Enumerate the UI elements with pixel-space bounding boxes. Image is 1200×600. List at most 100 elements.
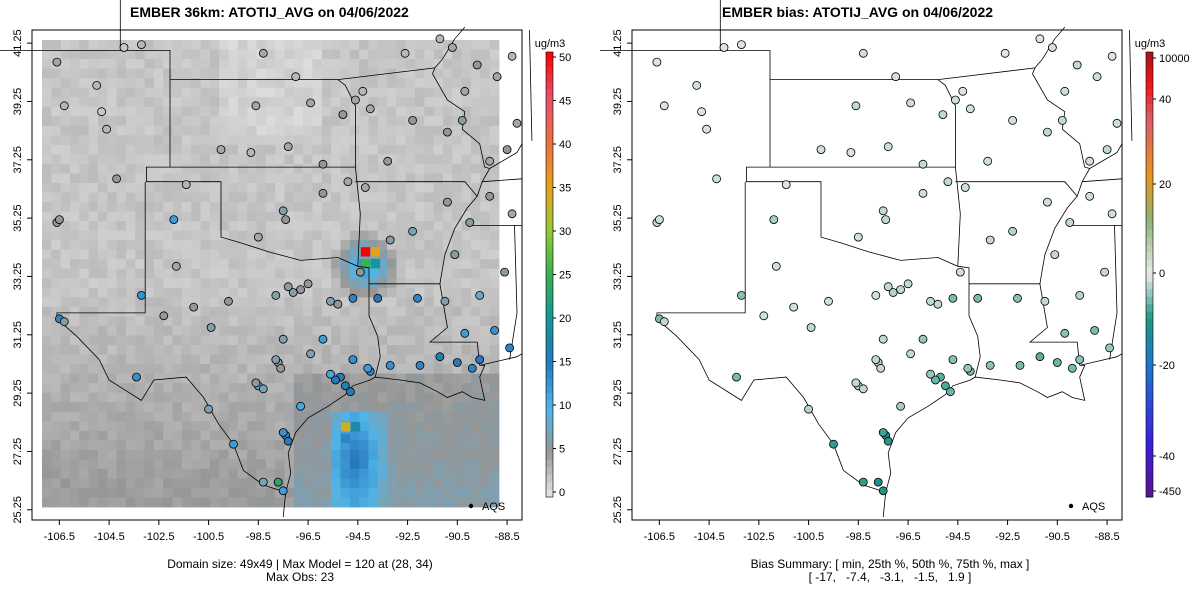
aqs-station	[906, 349, 916, 359]
colorbar-segment	[1146, 356, 1153, 364]
aqs-station	[858, 48, 868, 58]
aqs-station	[918, 188, 928, 198]
aqs-station	[507, 209, 517, 219]
x-tick-label: -98.5	[246, 531, 271, 543]
aqs-station	[816, 145, 826, 155]
colorbar-tick-label: 40	[1159, 94, 1171, 106]
aqs-station	[771, 261, 781, 271]
colorbar-tick-label: 50	[559, 52, 571, 64]
aqs-station	[933, 299, 943, 309]
aqs-station	[442, 197, 452, 207]
aqs-station	[948, 355, 958, 365]
colorbar-segment	[1146, 148, 1153, 157]
aqs-legend-label: AQS	[1082, 501, 1105, 513]
aqs-station	[769, 215, 779, 225]
aqs-station	[973, 293, 983, 303]
aqs-station	[851, 101, 861, 111]
aqs-station	[278, 486, 288, 496]
colorbar-segment	[546, 326, 553, 335]
colorbar-segment	[546, 296, 553, 305]
aqs-station	[204, 404, 214, 414]
border-line	[1032, 67, 1091, 197]
colorbar-segment	[1146, 66, 1153, 75]
aqs-station	[224, 296, 233, 306]
bias-map: -106.5 -104.5 -102.5 -100.5 -98.5 -96.5 -94.5 -…	[600, 0, 1190, 543]
colorbar-segment	[546, 66, 553, 75]
colorbar-tick-label: 20	[1159, 179, 1171, 191]
aqs-station	[112, 174, 121, 184]
aqs-station	[440, 296, 450, 306]
colorbar-segment	[546, 163, 553, 172]
colorbar-segment	[1146, 111, 1153, 120]
aqs-station	[306, 98, 316, 108]
aqs-station	[891, 72, 901, 82]
aqs-station	[360, 183, 370, 192]
x-tick-label: -96.5	[296, 531, 321, 543]
aqs-station	[472, 60, 482, 70]
colorbar-segment	[546, 356, 553, 364]
aqs-station	[318, 334, 328, 344]
aqs-station	[712, 174, 721, 184]
colorbar-segment	[546, 341, 553, 350]
aqs-station	[652, 57, 662, 67]
colorbar-segment	[1146, 59, 1153, 68]
border-line	[489, 143, 523, 169]
aqs-station	[926, 296, 935, 306]
colorbar-segment	[546, 59, 553, 68]
colorbar-segment	[1146, 385, 1153, 394]
colorbar-segment	[546, 111, 553, 120]
aqs-station	[408, 116, 418, 125]
colorbar-segment	[546, 311, 553, 320]
colorbar-segment	[546, 489, 553, 498]
map-axes: -106.5 -104.5 -102.5 -100.5 -98.5 -96.5 -94.5 -…	[12, 29, 523, 543]
y-tick-label: 31.25	[12, 321, 24, 349]
aqs-station	[303, 279, 313, 289]
aqs-station	[447, 43, 457, 52]
aqs-station	[1092, 72, 1102, 82]
aqs-station	[945, 387, 955, 397]
aqs-station	[283, 142, 293, 152]
colorbar-segment	[546, 133, 553, 142]
colorbar-segment	[546, 215, 553, 224]
aqs-station	[276, 363, 286, 373]
aqs-station	[229, 439, 238, 449]
aqs-station	[246, 148, 256, 157]
colorbar-segment	[1146, 482, 1153, 491]
border-line	[1089, 143, 1123, 169]
y-tick-label: 35.25	[12, 204, 24, 232]
right-panel-title: EMBER bias: ATOTIJ_AVG on 04/06/2022	[722, 4, 994, 20]
aqs-station	[373, 293, 383, 303]
colorbar-segment	[1146, 370, 1153, 379]
aqs-station	[400, 48, 410, 58]
colorbar-segment	[546, 126, 553, 135]
y-tick-label: 33.25	[12, 263, 24, 291]
model-concentration-map: -106.5 -104.5 -102.5 -100.5 -98.5 -96.5 -94.5 -…	[0, 0, 571, 543]
aqs-station	[333, 299, 343, 309]
border-line	[282, 492, 287, 518]
aqs-station	[278, 428, 288, 437]
aqs-station	[960, 183, 970, 192]
colorbar-frame	[1145, 51, 1154, 498]
hotspot-cell	[370, 258, 381, 269]
aqs-station	[846, 148, 856, 157]
colorbar-segment	[1146, 378, 1153, 387]
colorbar-segment	[1146, 333, 1153, 342]
y-tick-label: 37.25	[612, 146, 624, 174]
aqs-station	[781, 180, 791, 190]
aqs-station	[92, 81, 102, 90]
aqs-station	[1065, 218, 1075, 227]
aqs-station	[732, 372, 741, 382]
x-tick-label: -90.5	[445, 531, 470, 543]
colorbar-segment	[1146, 244, 1153, 253]
aqs-station	[958, 86, 968, 96]
colorbar-segment	[546, 237, 553, 246]
aqs-station	[258, 384, 268, 394]
colorbar-segment	[546, 222, 553, 231]
aqs-station	[1060, 328, 1070, 338]
aqs-station	[435, 352, 445, 362]
aqs-legend-label: AQS	[482, 501, 505, 513]
colorbar-segment	[546, 96, 553, 105]
y-tick-label: 39.25	[612, 88, 624, 116]
aqs-station	[1075, 290, 1085, 300]
aqs-station	[331, 375, 340, 385]
